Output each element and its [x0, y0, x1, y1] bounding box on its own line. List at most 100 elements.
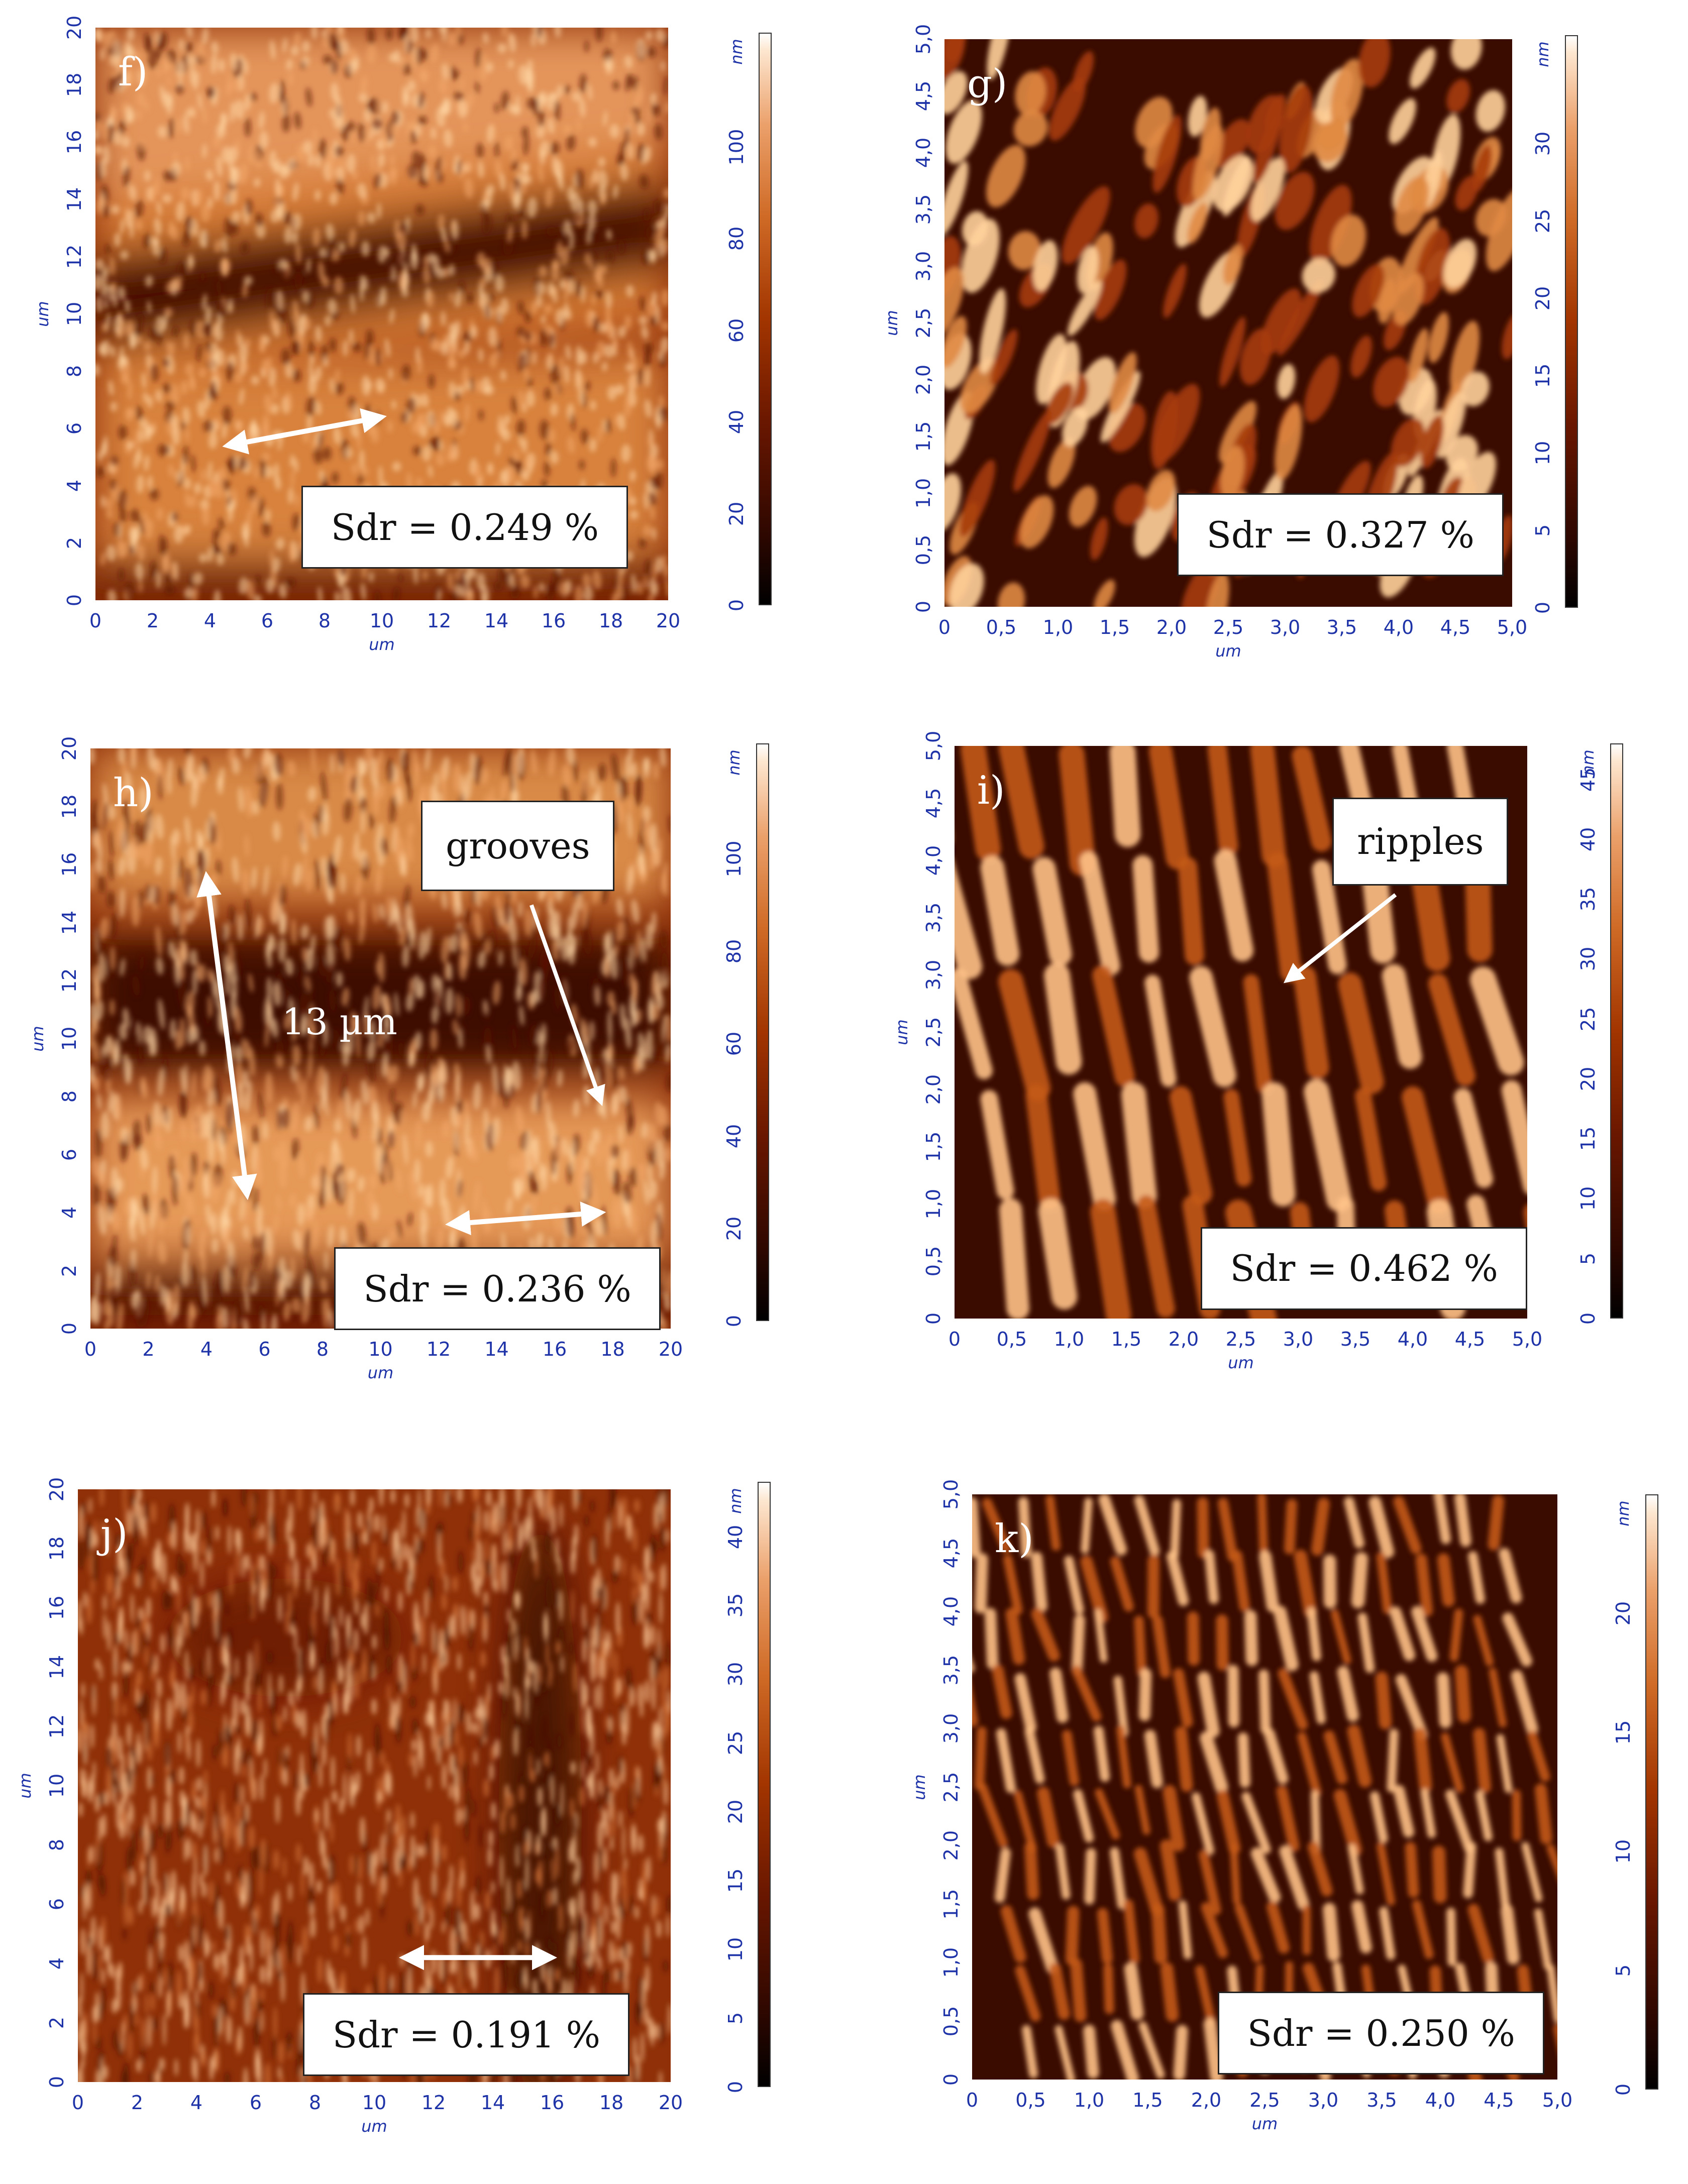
- y-tick-label: 4,5: [922, 788, 944, 819]
- y-axis-unit: um: [16, 1773, 35, 1799]
- x-tick-label: 6: [258, 1338, 271, 1360]
- x-axis-unit: um: [367, 1363, 394, 1382]
- x-tick-label: 4: [200, 1338, 213, 1360]
- y-tick-label: 8: [46, 1838, 68, 1851]
- period-measure-label: 13 µm: [282, 1001, 397, 1043]
- y-tick-label: 14: [46, 1655, 68, 1680]
- colorbar-tick-label: 0: [1612, 2083, 1634, 2096]
- y-tick-label: 14: [58, 910, 80, 935]
- y-tick-label: 3,5: [922, 902, 944, 933]
- x-tick-label: 4,0: [1383, 616, 1414, 638]
- y-tick-label: 6: [63, 422, 85, 435]
- x-tick-label: 0: [966, 2089, 979, 2111]
- colorbar-tick-label: 0: [1532, 601, 1554, 614]
- x-tick-label: 6: [249, 2092, 262, 2114]
- x-tick-label: 3,5: [1340, 1328, 1371, 1350]
- colorbar-unit: nm: [727, 39, 746, 65]
- colorbar-tick-label: 20: [1612, 1601, 1634, 1626]
- x-tick-label: 8: [318, 610, 331, 632]
- y-tick-label: 4: [63, 479, 85, 492]
- sdr-value-box: Sdr = 0.249 %: [301, 486, 628, 569]
- x-tick-label: 4,5: [1484, 2089, 1514, 2111]
- x-tick-label: 18: [599, 2092, 624, 2114]
- colorbar-tick-label: 20: [724, 1800, 747, 1824]
- colorbar: [1645, 1494, 1658, 2090]
- y-tick-label: 0,5: [922, 1246, 944, 1277]
- x-tick-label: 8: [316, 1338, 329, 1360]
- y-tick-label: 3,0: [912, 251, 934, 282]
- y-tick-label: 3,0: [922, 959, 944, 991]
- x-tick-label: 5,0: [1512, 1328, 1543, 1350]
- y-tick-label: 20: [63, 15, 85, 40]
- x-tick-label: 12: [421, 2092, 446, 2114]
- x-tick-label: 20: [658, 1338, 683, 1360]
- y-tick-label: 10: [58, 1026, 80, 1051]
- x-tick-label: 0: [71, 2092, 84, 2114]
- y-tick-label: 5,0: [912, 24, 934, 55]
- colorbar-unit: nm: [726, 1488, 745, 1514]
- x-tick-label: 5,0: [1542, 2089, 1573, 2111]
- y-tick-label: 4,0: [940, 1596, 962, 1627]
- x-axis-unit: um: [1228, 1353, 1254, 1372]
- y-tick-label: 1,0: [912, 478, 934, 509]
- colorbar-tick-label: 5: [1612, 1964, 1634, 1977]
- y-tick-label: 10: [63, 301, 85, 326]
- x-tick-label: 2,5: [1225, 1328, 1256, 1350]
- colorbar: [758, 1482, 771, 2087]
- colorbar-tick-label: 25: [1532, 208, 1554, 233]
- annotation-label-box: grooves: [421, 800, 615, 891]
- colorbar-tick-label: 25: [724, 1731, 747, 1756]
- y-tick-label: 10: [46, 1773, 68, 1798]
- y-tick-label: 18: [63, 72, 85, 97]
- colorbar: [759, 33, 772, 605]
- colorbar-tick-label: 80: [723, 939, 745, 964]
- y-tick-label: 4,0: [912, 137, 934, 168]
- colorbar-unit: nm: [1614, 1500, 1633, 1526]
- colorbar-tick-label: 10: [1577, 1186, 1599, 1211]
- colorbar-tick-label: 35: [1577, 887, 1599, 912]
- x-tick-label: 1,5: [1132, 2089, 1163, 2111]
- colorbar-tick-label: 40: [725, 410, 748, 434]
- y-tick-label: 0: [63, 594, 85, 607]
- colorbar-tick-label: 60: [723, 1031, 745, 1056]
- x-tick-label: 2: [131, 2092, 144, 2114]
- x-tick-label: 8: [308, 2092, 322, 2114]
- y-tick-label: 2: [58, 1264, 80, 1277]
- colorbar: [756, 743, 769, 1321]
- y-tick-label: 0: [940, 2073, 962, 2086]
- sdr-value-box: Sdr = 0.250 %: [1218, 1992, 1545, 2075]
- colorbar-unit: nm: [1533, 41, 1552, 67]
- y-tick-label: 2,5: [940, 1772, 962, 1802]
- colorbar-tick-label: 30: [724, 1662, 747, 1687]
- colorbar: [1565, 35, 1578, 608]
- x-tick-label: 18: [600, 1338, 625, 1360]
- x-tick-label: 2,5: [1249, 2089, 1280, 2111]
- y-tick-label: 4,5: [912, 80, 934, 112]
- y-tick-label: 4,0: [922, 845, 944, 876]
- x-tick-label: 6: [261, 610, 274, 632]
- x-tick-label: 1,0: [1074, 2089, 1105, 2111]
- x-tick-label: 2: [142, 1338, 155, 1360]
- panel-letter: j): [100, 1511, 128, 1557]
- y-tick-label: 6: [46, 1898, 68, 1911]
- sdr-value-box: Sdr = 0.236 %: [334, 1247, 661, 1331]
- y-tick-label: 2: [63, 536, 85, 550]
- x-axis-unit: um: [1215, 641, 1241, 661]
- sdr-value-box: Sdr = 0.327 %: [1177, 493, 1504, 576]
- colorbar-tick-label: 10: [724, 1937, 747, 1962]
- x-tick-label: 12: [427, 610, 452, 632]
- y-tick-label: 8: [58, 1090, 80, 1103]
- colorbar-tick-label: 60: [725, 318, 748, 343]
- x-tick-label: 4,5: [1454, 1328, 1486, 1350]
- y-tick-label: 2,0: [912, 364, 934, 395]
- colorbar-tick-label: 30: [1532, 131, 1554, 156]
- x-tick-label: 4: [203, 610, 217, 632]
- x-tick-label: 2,5: [1213, 616, 1244, 638]
- y-tick-label: 5,0: [922, 730, 944, 761]
- y-tick-label: 14: [63, 187, 85, 212]
- colorbar-tick-label: 35: [724, 1593, 747, 1618]
- colorbar-tick-label: 80: [725, 227, 748, 251]
- y-tick-label: 16: [63, 130, 85, 155]
- x-tick-label: 1,0: [1053, 1328, 1085, 1350]
- x-tick-label: 14: [484, 610, 509, 632]
